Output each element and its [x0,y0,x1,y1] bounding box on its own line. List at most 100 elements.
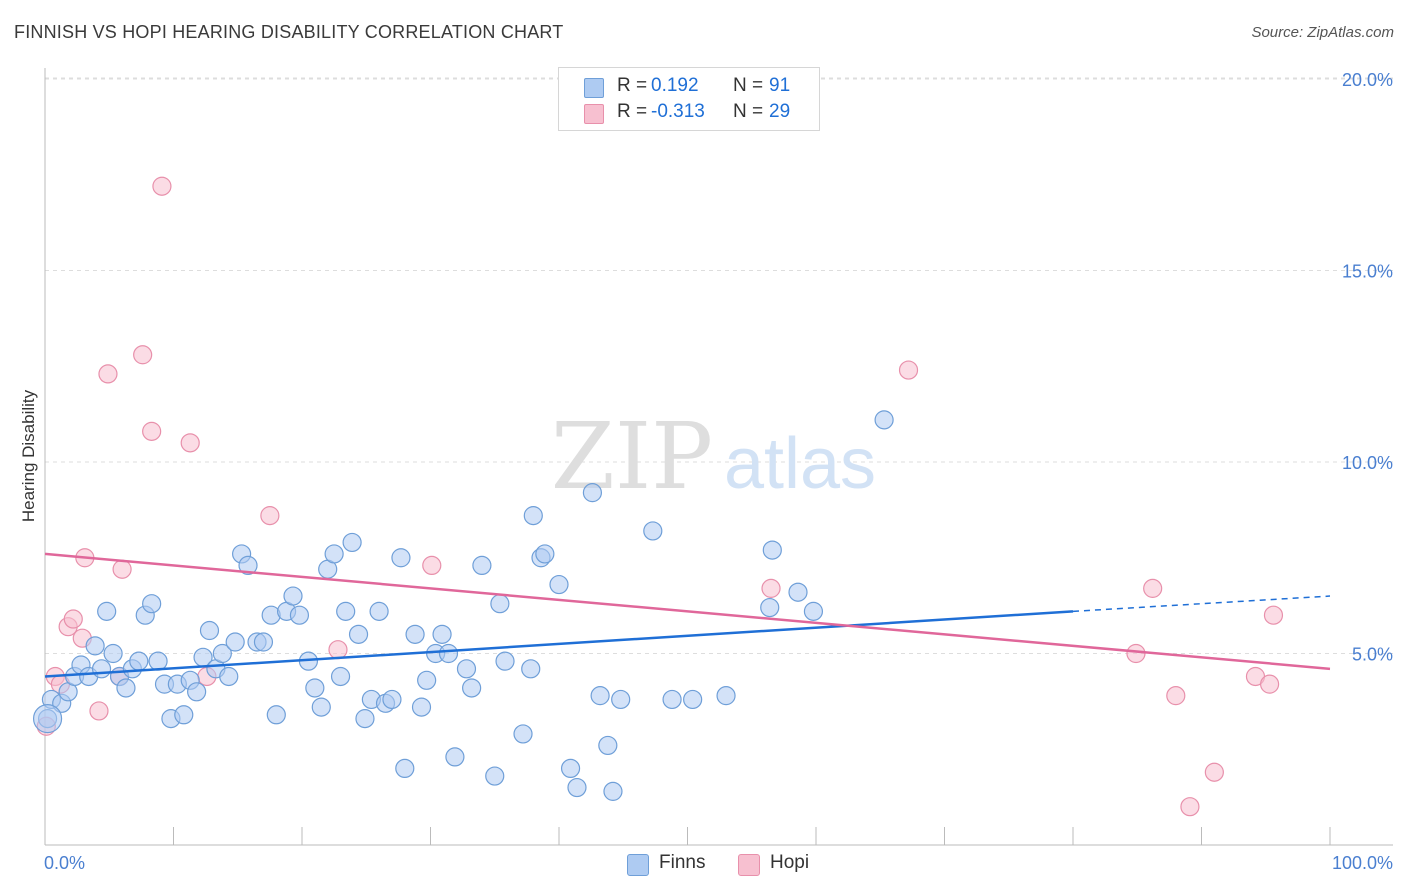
hopi-point [1260,674,1280,694]
finns-point [683,689,703,710]
hopi-point [112,559,132,579]
finns-point [485,766,505,786]
finns-point [212,643,232,664]
n-label: N = [733,101,764,122]
finns-point [438,643,459,664]
finns-point [103,643,123,664]
finns-point [289,605,310,625]
finns-point [283,586,303,606]
finns-point [521,659,541,679]
finns-point [513,724,533,744]
finns-points [32,410,894,801]
hopi-point [328,640,348,660]
hopi-swatch [584,104,604,124]
r-label: R = [617,75,648,96]
finns-point [523,506,543,526]
chart-title: FINNISH VS HOPI HEARING DISABILITY CORRE… [14,22,564,42]
finns-trend-line [44,610,1074,678]
finns-point [456,659,477,679]
finns-point [311,697,331,717]
finns-point [324,544,344,564]
axes [44,68,1393,846]
finns-point [760,597,780,618]
finns-point [395,758,415,779]
hopi-point [422,555,442,576]
hopi-point [133,345,153,365]
tick-labels: 5.0% 10.0% 15.0% 20.0% 0.0% 100.0% [44,70,1393,873]
finns-point [85,636,105,656]
watermark: ZIP atlas [551,403,876,510]
hopi-point [260,506,280,526]
finns-point [342,532,362,553]
finns-point [336,601,356,621]
finns-point [174,705,194,725]
finns-point [462,678,482,698]
finns-point [417,670,437,690]
finns-point [549,574,569,595]
finns-point [129,651,149,671]
hopi-point [1143,578,1163,598]
finns-point [535,544,555,564]
hopi-point [1204,762,1224,782]
finns-point [560,758,581,779]
finns-point [369,601,389,621]
finns-point [219,666,239,687]
watermark-atlas: atlas [724,424,876,504]
finns-point [355,709,375,729]
finns-point [472,555,492,576]
finns-point [803,601,824,621]
finns-point [148,651,168,671]
finns-point [199,620,220,641]
finns-legend-swatch [627,854,649,876]
hopi-point [180,433,200,453]
y-tick-label: 10.0% [1342,453,1393,473]
hopi-legend-label: Hopi [770,852,810,873]
finns-point [382,689,402,710]
y-axis-label: Hearing Disability [19,389,38,522]
trend-lines [44,552,1331,678]
finns-point [187,682,207,702]
finns-point [238,555,258,576]
hopi-point [89,701,109,721]
hopi-point [63,609,83,629]
finns-point [598,735,618,756]
hopi-n-value: 29 [769,101,791,122]
hopi-trend-line [44,552,1331,671]
finns-point [611,689,631,710]
finns-point [590,686,610,706]
finns-point [643,521,663,541]
finns-point [330,666,351,687]
hopi-legend-swatch [738,854,760,876]
finns-point [716,686,736,706]
finns-point [788,582,808,602]
hopi-point [1166,686,1186,706]
hopi-point [98,364,118,384]
finns-r-value: 0.192 [651,75,699,96]
y-tick-label: 5.0% [1352,645,1393,665]
finns-point [253,632,274,652]
finns-point [266,705,286,725]
finns-n-value: 91 [769,75,791,96]
hopi-point [1263,605,1284,625]
hopi-point [142,421,162,441]
y-tick-label: 20.0% [1342,70,1393,90]
finns-point [445,747,465,767]
hopi-point [1126,643,1146,664]
finns-point [567,777,587,798]
source-credit: Source: ZipAtlas.com [1251,24,1394,41]
x-tick-label: 100.0% [1332,853,1393,873]
correlation-legend: R = 0.192 N = 91 R = -0.313 N = 29 [558,67,820,131]
finns-point [662,689,682,710]
finns-point [225,632,245,652]
watermark-zip: ZIP [551,403,713,510]
finns-point [97,601,117,621]
hopi-point [761,578,781,598]
x-tick-label: 0.0% [44,853,85,873]
finns-point [411,697,432,717]
y-tick-label: 15.0% [1342,262,1393,282]
finns-point [391,548,411,568]
finns-point [495,651,515,671]
hopi-point [1180,797,1200,817]
finns-point [582,483,603,503]
